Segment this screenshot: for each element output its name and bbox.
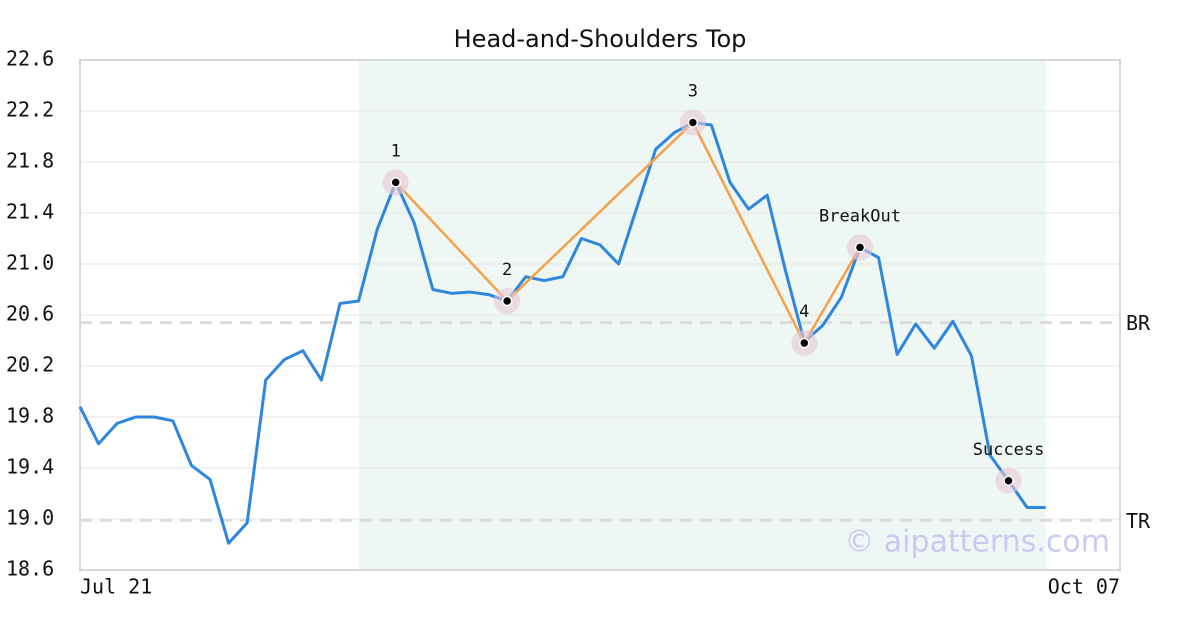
y-tick-label: 21.0 xyxy=(6,251,54,275)
y-tick-label: 19.0 xyxy=(6,506,54,530)
point-dot xyxy=(390,177,401,188)
point-dot xyxy=(1003,475,1014,486)
y-tick-label: 20.2 xyxy=(6,353,54,377)
y-tick-label: 22.2 xyxy=(6,98,54,122)
level-label: TR xyxy=(1126,509,1151,533)
price-line xyxy=(78,120,1046,545)
point-label: Success xyxy=(973,440,1045,460)
level-label: BR xyxy=(1126,311,1151,335)
point-label: 2 xyxy=(502,260,512,280)
y-tick-label: 21.8 xyxy=(6,149,54,173)
y-tick-label: 22.6 xyxy=(6,47,54,71)
y-tick-label: 18.6 xyxy=(6,557,54,581)
point-label: 1 xyxy=(391,141,401,161)
point-dot xyxy=(799,337,810,349)
point-label: BreakOut xyxy=(819,206,901,226)
y-tick-label: 20.6 xyxy=(6,302,54,326)
y-tick-label: 19.4 xyxy=(6,455,54,479)
x-tick-label: Oct 07 xyxy=(1048,575,1120,599)
plot-frame xyxy=(79,59,1121,571)
watermark: © aipatterns.com xyxy=(844,525,1110,560)
point-label: 4 xyxy=(799,302,809,322)
point-dot xyxy=(854,242,866,253)
x-tick-label: Jul 21 xyxy=(80,575,152,599)
point-dot xyxy=(687,117,699,128)
y-tick-label: 21.4 xyxy=(6,200,54,224)
y-tick-label: 19.8 xyxy=(6,404,54,428)
point-dot xyxy=(501,295,513,307)
chart-title: Head-and-Shoulders Top xyxy=(454,25,747,53)
point-label: 3 xyxy=(688,81,698,101)
